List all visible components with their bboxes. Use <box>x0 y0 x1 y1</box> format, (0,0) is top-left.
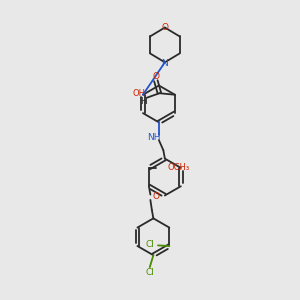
Text: NH: NH <box>147 133 160 142</box>
Text: OH: OH <box>133 89 146 98</box>
Text: N: N <box>161 59 168 68</box>
Text: O: O <box>152 193 159 202</box>
Text: Cl: Cl <box>146 268 155 277</box>
Text: H: H <box>140 97 146 106</box>
Text: O: O <box>153 72 160 81</box>
Text: OCH₃: OCH₃ <box>168 163 190 172</box>
Text: O: O <box>161 23 168 32</box>
Text: Cl: Cl <box>146 240 154 249</box>
